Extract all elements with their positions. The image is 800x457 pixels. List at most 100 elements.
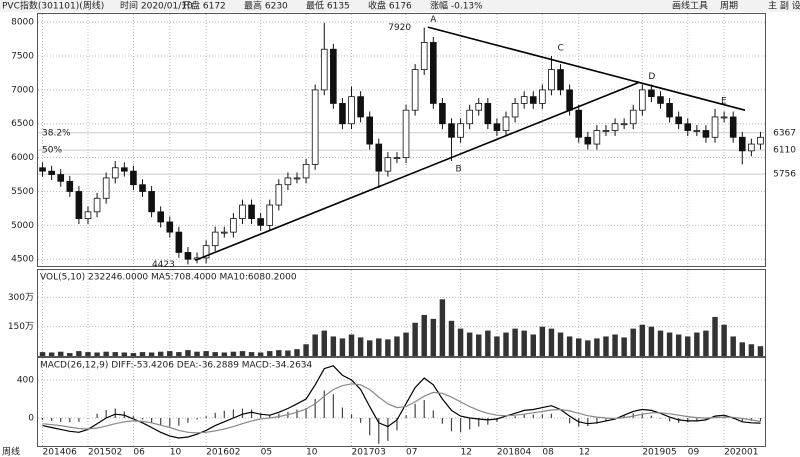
candle-body bbox=[539, 89, 546, 104]
point-label: B bbox=[455, 165, 461, 175]
volume-bar bbox=[585, 340, 591, 356]
candle-body bbox=[275, 184, 283, 206]
candle-body bbox=[293, 177, 301, 180]
panel-title: MACD(26,12,9) DIFF:-53.4206 DEA:-36.2889… bbox=[40, 361, 313, 371]
volume-bar bbox=[57, 351, 64, 356]
candle-body bbox=[130, 170, 137, 186]
volume-bar bbox=[303, 344, 309, 356]
point-label: 4423 bbox=[152, 260, 175, 270]
y-tick-label: 5000 bbox=[11, 221, 34, 231]
volume-bar bbox=[539, 326, 546, 356]
candle-body bbox=[466, 109, 473, 125]
candle-body bbox=[584, 136, 592, 145]
volume-bar bbox=[748, 344, 755, 356]
candle-body bbox=[121, 167, 128, 172]
candle-body bbox=[148, 191, 155, 213]
volume-bar bbox=[39, 352, 46, 356]
candle-body bbox=[548, 69, 555, 91]
info-item: 最高 6230 bbox=[244, 0, 288, 12]
x-tick-label: 201703 bbox=[352, 448, 386, 457]
volume-bar bbox=[648, 326, 655, 356]
tool-button[interactable]: 画线工具 bbox=[672, 0, 708, 12]
candle-body bbox=[139, 184, 146, 192]
volume-bar bbox=[121, 352, 128, 356]
volume-bar bbox=[494, 336, 500, 356]
candle-body bbox=[720, 116, 728, 119]
candle-body bbox=[102, 177, 110, 199]
level-pct: 38.2% bbox=[42, 128, 71, 138]
point-label: 7920 bbox=[388, 23, 411, 33]
candle-body bbox=[202, 245, 210, 259]
candle-body bbox=[339, 103, 346, 125]
y-tick-label: 6000 bbox=[11, 153, 34, 163]
candle-body bbox=[57, 174, 65, 182]
candle-body bbox=[511, 103, 519, 118]
volume-bar bbox=[703, 330, 709, 356]
x-tick-label: 201602 bbox=[206, 448, 240, 457]
candle-body bbox=[611, 123, 619, 131]
volume-bar bbox=[94, 352, 100, 356]
tool-button[interactable]: 周期 bbox=[720, 1, 738, 12]
volume-bar bbox=[230, 351, 237, 356]
candle-body bbox=[48, 170, 55, 175]
candle-body bbox=[484, 103, 492, 125]
candle-body bbox=[84, 211, 92, 219]
x-tick-label: 09 bbox=[688, 448, 700, 457]
volume-bar bbox=[321, 330, 327, 356]
volume-bar bbox=[557, 332, 564, 356]
top-bar bbox=[0, 0, 800, 12]
info-item: 开盘 6172 bbox=[182, 0, 226, 12]
candle-body bbox=[93, 197, 101, 213]
candle-body bbox=[266, 204, 274, 226]
level-pct: 50% bbox=[42, 146, 62, 156]
x-tick-label: 202001 bbox=[724, 448, 758, 457]
volume-bar bbox=[575, 338, 582, 356]
x-tick-label: 201804 bbox=[497, 448, 532, 457]
candle-body bbox=[157, 211, 164, 223]
x-tick-label: 06 bbox=[133, 448, 145, 457]
volume-bar bbox=[366, 340, 373, 356]
candle-body bbox=[502, 116, 510, 131]
tool-button[interactable]: 主 副 设 bbox=[768, 0, 800, 12]
candle-body bbox=[620, 123, 628, 126]
candle-body bbox=[639, 89, 646, 111]
volume-bar bbox=[67, 353, 73, 356]
candle-body bbox=[675, 116, 682, 125]
volume-bar bbox=[394, 336, 400, 356]
volume-bar bbox=[657, 330, 664, 356]
x-tick-label: 10 bbox=[170, 448, 182, 457]
volume-bar bbox=[112, 352, 118, 356]
volume-bar bbox=[612, 334, 618, 356]
x-tick-label: 201406 bbox=[43, 448, 78, 457]
y-tick-label: 300万 bbox=[8, 293, 34, 303]
volume-bar bbox=[457, 328, 464, 356]
volume-bar bbox=[730, 336, 736, 356]
candle-body bbox=[411, 69, 419, 111]
candle-body bbox=[748, 143, 755, 152]
x-tick-label: 08 bbox=[542, 448, 554, 457]
candle-body bbox=[239, 204, 246, 219]
volume-bar bbox=[621, 337, 627, 356]
volume-bar bbox=[448, 320, 455, 356]
volume-bar bbox=[212, 352, 218, 356]
volume-bar bbox=[85, 352, 91, 356]
y-tick-label: 7000 bbox=[11, 85, 34, 95]
candle-body bbox=[575, 109, 583, 138]
x-tick-label: 12 bbox=[579, 448, 590, 457]
level-value: 6367 bbox=[773, 128, 796, 138]
volume-bar bbox=[203, 351, 209, 356]
candle-body bbox=[693, 130, 701, 132]
period-label: 周线 bbox=[2, 446, 20, 457]
candle-body bbox=[348, 96, 355, 125]
volume-panel bbox=[37, 269, 766, 357]
volume-bar bbox=[403, 332, 409, 356]
volume-bar bbox=[221, 352, 228, 356]
volume-bar bbox=[512, 328, 518, 356]
volume-bar bbox=[476, 334, 482, 356]
trend-line bbox=[427, 26, 746, 111]
volume-bar bbox=[103, 351, 109, 356]
candle-body bbox=[666, 103, 673, 118]
x-tick-label: 07 bbox=[406, 448, 417, 457]
y-tick-label: 7500 bbox=[11, 52, 34, 62]
